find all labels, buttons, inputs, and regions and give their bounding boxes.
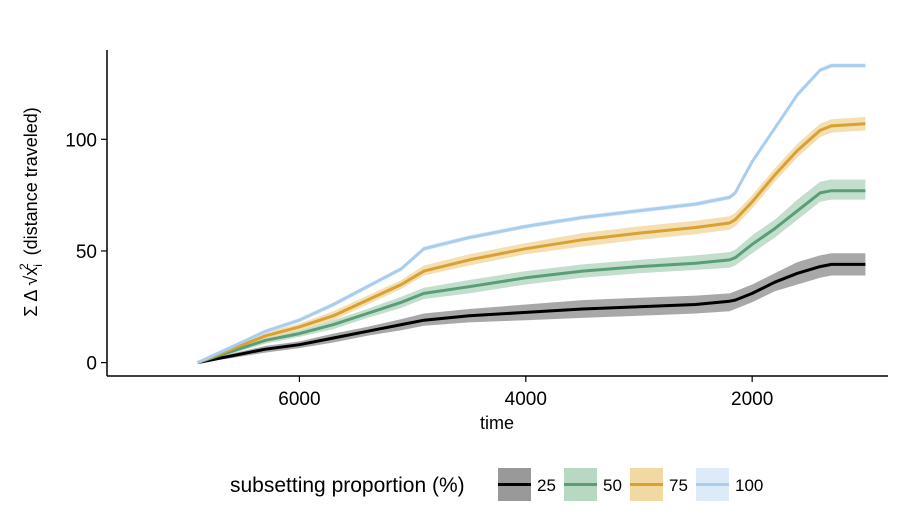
y-axis-ticks: 0 50 100 <box>65 130 107 375</box>
line-100 <box>196 64 866 364</box>
legend-label-50: 50 <box>603 476 622 495</box>
y-axis-title-text: (distance traveled) <box>21 107 41 255</box>
x-axis-ticks: 6000 4000 2000 <box>278 376 773 410</box>
y-axis-title-sub: i <box>31 264 45 267</box>
y-tick-label: 50 <box>76 242 97 263</box>
line-50 <box>197 189 866 365</box>
x-tick-label: 4000 <box>505 389 547 410</box>
legend-title: subsetting proportion (%) <box>230 474 465 497</box>
legend-label-100: 100 <box>735 476 763 495</box>
y-axis-title-sup: 2 <box>17 263 31 270</box>
x-tick-label: 6000 <box>278 389 320 410</box>
band-50 <box>197 179 866 363</box>
line-75 <box>197 122 866 364</box>
series-lines <box>196 64 866 365</box>
y-tick-label: 0 <box>86 354 97 375</box>
line-25 <box>197 262 866 365</box>
legend: subsetting proportion (%) 25 50 75 100 <box>230 468 763 501</box>
y-tick-label: 100 <box>65 130 97 151</box>
confidence-bands <box>197 63 866 363</box>
band-25 <box>197 253 866 363</box>
svg-text:Σ Δ √xi2(distance traveled): Σ Δ √xi2 (distance traveled) <box>17 107 45 316</box>
x-tick-label: 2000 <box>731 389 773 410</box>
legend-label-25: 25 <box>537 476 556 495</box>
y-axis-title-prefix: Σ Δ √x <box>21 267 41 317</box>
x-axis-title: time <box>480 413 514 433</box>
y-axis-title: Σ Δ √xi2 (distance traveled) <box>17 107 45 316</box>
legend-label-75: 75 <box>669 476 688 495</box>
